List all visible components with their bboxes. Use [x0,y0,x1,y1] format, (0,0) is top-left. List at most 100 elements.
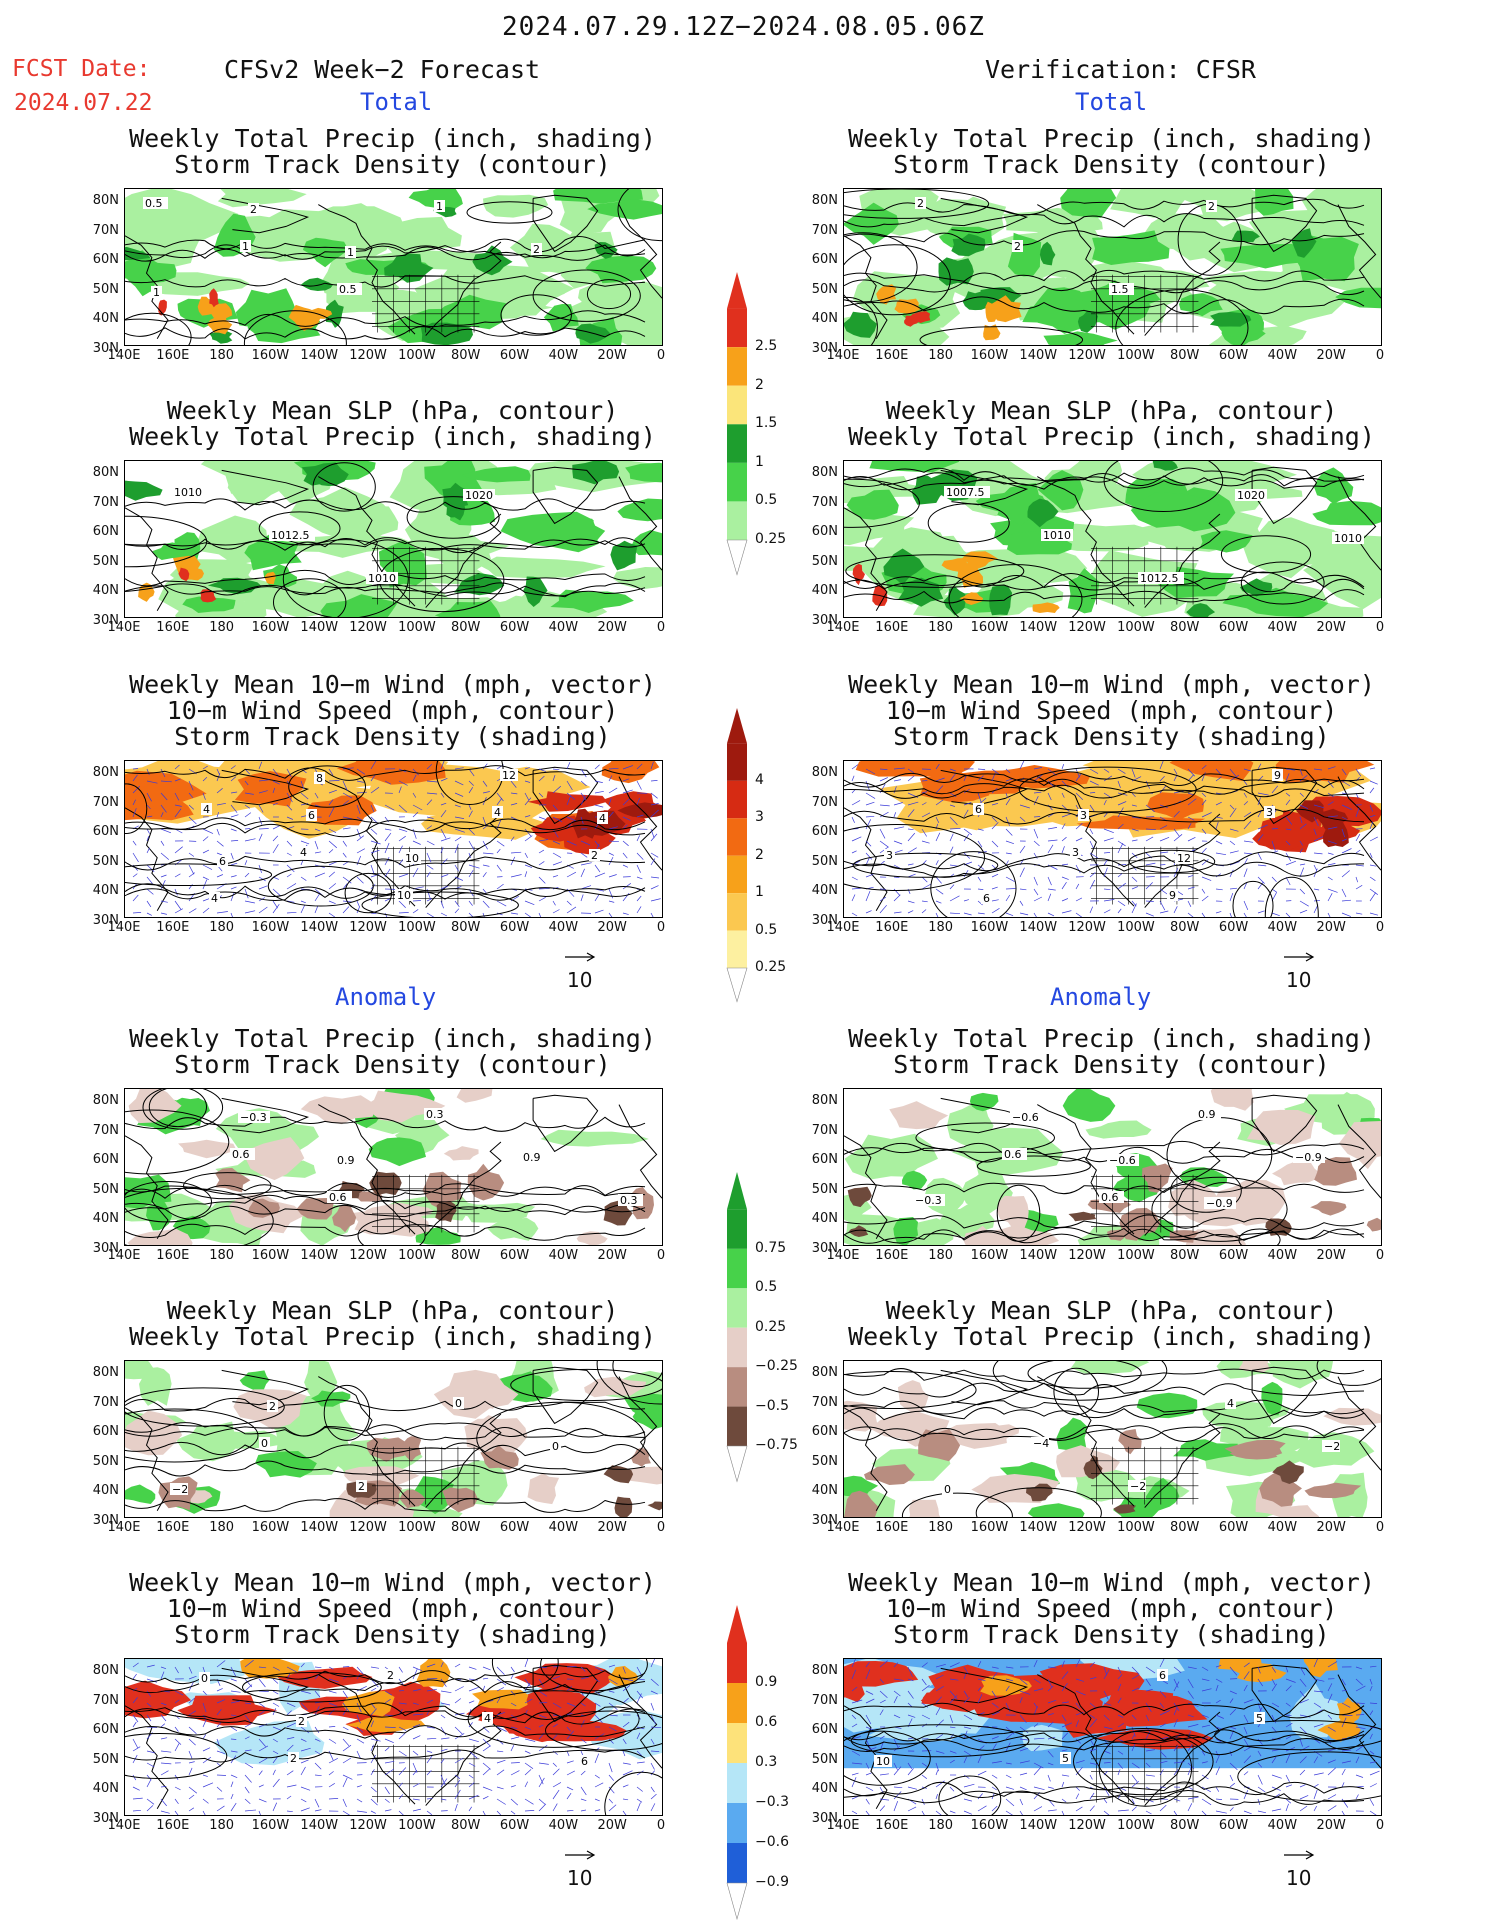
wind-vector [315,1775,322,1776]
wind-vector [399,1811,406,1815]
precip-shade [483,195,548,218]
lon-label: 160W [246,1818,294,1833]
lon-label: 160W [246,1248,294,1263]
wind-vector [259,886,267,889]
wind-vector [273,1770,276,1775]
fc-total_wind-vector-ref: 10 [563,944,597,992]
vector-ref-arrow-icon [1282,1849,1316,1861]
wind-vector [609,788,617,793]
lon-label: 180 [917,920,965,935]
wind-vector [964,1811,972,1814]
fc-total-label: Total [360,88,432,116]
fcst-date: 2024.07.22 [14,90,152,116]
lon-label: 120W [1063,1818,1111,1833]
lat-label: 60N [83,252,119,267]
fcst-label: FCST Date: [12,56,150,82]
contour-line [605,1772,662,1815]
wind-vector [133,1747,140,1751]
wind-vector [231,1794,233,1799]
anom-precip-shade [528,1473,560,1504]
wind-vector [1202,896,1208,901]
wind-vector [880,829,885,838]
wind-vector [497,1811,501,1815]
wind-vector [273,826,280,829]
wind-vector [992,908,1000,913]
wind-vector [455,837,461,841]
wind-vector [525,1659,529,1667]
wind-vector [1048,1775,1050,1781]
contour-label: −0.3 [240,1111,267,1124]
wind-vector [553,1769,559,1775]
wind-vector [315,1810,321,1811]
wind-vector [1370,1799,1374,1806]
wind-vector [329,1751,333,1760]
wind-vector [595,791,604,793]
wind-vector [553,1804,557,1811]
wind-vector [1062,837,1067,841]
contour-label: 0.6 [329,1191,347,1204]
wind-vector [525,1763,533,1769]
wind-vector [567,1771,575,1775]
wind-vector [1062,1799,1066,1802]
colorbar-swatch [727,1803,747,1843]
wind-vector [525,1810,534,1811]
wind-vector [1230,888,1237,889]
wind-vector [908,864,914,865]
wind-vector [483,1769,490,1776]
wind-vector [273,1691,278,1694]
wind-vector [553,1782,561,1787]
wind-vector [908,1787,917,1789]
wind-vector [553,769,559,770]
contour-label: −0.6 [1109,1154,1136,1167]
wind-vector [581,863,592,865]
wind-vector [189,1727,196,1734]
vf-total_slp-title-2: Weekly Total Precip (inch, shading) [812,424,1412,450]
wind-vector [964,1799,972,1801]
wind-vector [497,1787,504,1789]
lon-label: 140W [295,1818,343,1833]
wind-vector [922,841,930,843]
wind-vector [1160,911,1168,913]
wind-vector [175,909,183,913]
wind-vector [1034,897,1042,901]
lon-label: 100W [1112,920,1160,935]
wind-vector [161,1799,167,1806]
wind-vector [1104,1811,1110,1815]
wind-vector [1076,884,1079,889]
colorbar-swatch [727,309,747,348]
wind-vector [637,1787,643,1792]
contour-label: −0.9 [1295,1151,1322,1164]
lon-label: 60W [491,920,539,935]
wind-vector [1202,889,1205,893]
contour-label: 12 [502,769,516,782]
contour-label: 1.5 [1111,283,1129,296]
lat-label: 40N [83,883,119,898]
wind-vector [245,1685,252,1691]
wind-vector [525,871,527,877]
lon-label: 160W [965,1520,1013,1535]
wind-vector [1076,898,1082,901]
lon-label: 140W [295,620,343,635]
wind-vector [343,907,349,914]
lon-label: 120W [1063,1248,1111,1263]
lon-label: 0 [637,620,685,635]
wind-vector [1062,877,1069,880]
wind-vector [455,909,459,913]
wind-vector [385,1761,394,1763]
colorbar-label: −0.25 [755,1358,798,1374]
lat-label: 50N [83,1752,119,1767]
lat-label: 70N [802,495,838,510]
lat-label: 40N [83,1483,119,1498]
